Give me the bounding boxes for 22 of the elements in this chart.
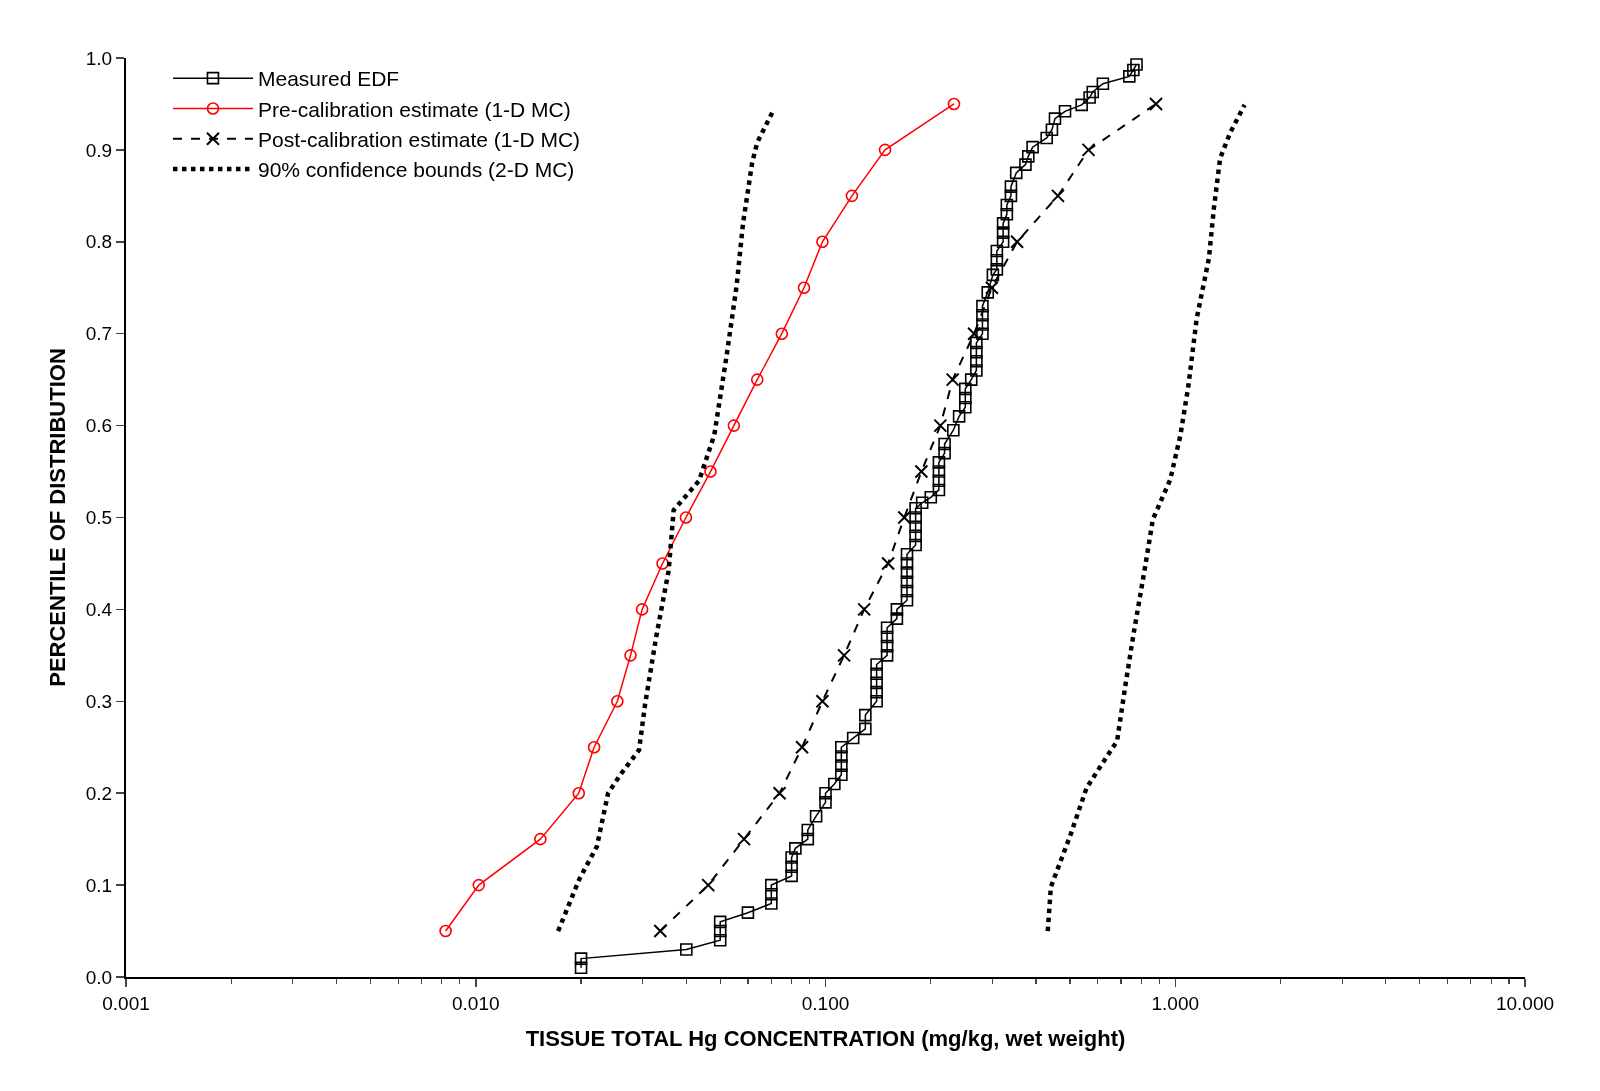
y-tick-label: 0.3 xyxy=(85,690,113,712)
y-tick-label: 0.1 xyxy=(85,874,113,896)
x-tick-label: 0.010 xyxy=(451,992,500,1014)
y-tick-label: 0.6 xyxy=(85,415,113,437)
y-tick-label: 0.0 xyxy=(85,966,113,988)
y-tick-label: 0.8 xyxy=(85,231,113,253)
y-tick-label: 1.0 xyxy=(85,47,113,69)
y-tick-label: 0.7 xyxy=(85,323,113,345)
legend-label: 90% confidence bounds (2-D MC) xyxy=(257,158,575,182)
x-tick-label: 10.000 xyxy=(1495,992,1555,1014)
legend-label: Measured EDF xyxy=(257,67,400,91)
legend-label: Pre-calibration estimate (1-D MC) xyxy=(257,97,571,121)
x-tick-label: 0.001 xyxy=(102,992,150,1014)
y-axis-title: PERCENTILE OF DISTRIBUTION xyxy=(45,348,71,687)
legend-label: Post-calibration estimate (1-D MC) xyxy=(257,127,581,151)
y-tick-label: 0.2 xyxy=(85,782,113,804)
y-tick-label: 0.5 xyxy=(85,507,113,529)
x-tick-label: 0.100 xyxy=(801,992,850,1014)
y-tick-label: 0.4 xyxy=(85,599,113,621)
x-tick-label: 1.000 xyxy=(1151,992,1200,1014)
y-tick-label: 0.9 xyxy=(85,139,113,161)
x-axis-title: TISSUE TOTAL Hg CONCENTRATION (mg/kg, wet weight) xyxy=(525,1026,1126,1052)
